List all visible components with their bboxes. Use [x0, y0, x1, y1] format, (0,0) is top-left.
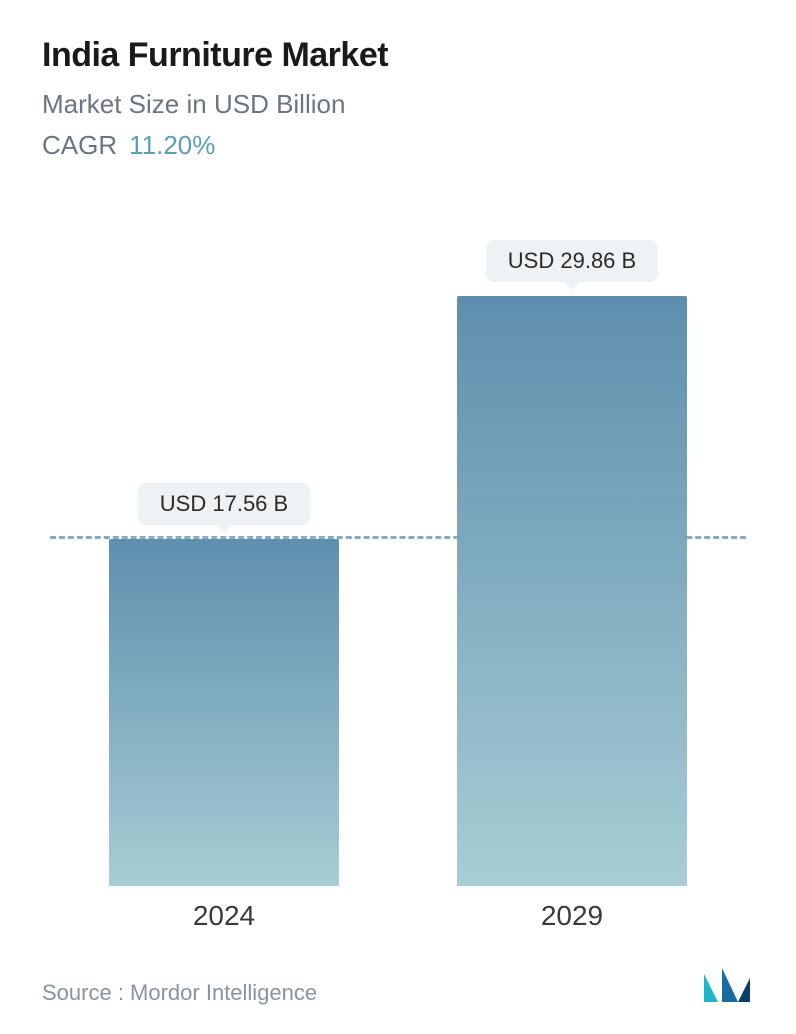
source-text: Source : Mordor Intelligence	[42, 980, 317, 1006]
logo-right-bar	[722, 968, 738, 1002]
chart-subtitle: Market Size in USD Billion	[42, 89, 754, 120]
x-axis-label: 2029	[442, 900, 702, 932]
chart-plot-area: USD 17.56 B USD 29.86 B	[50, 185, 746, 886]
chart-title: India Furniture Market	[42, 36, 754, 75]
bar-value-label: USD 29.86 B	[486, 240, 658, 282]
bar	[109, 539, 339, 886]
mordor-logo-icon	[700, 968, 754, 1006]
cagr-value: 11.20%	[129, 130, 215, 160]
logo-tri	[738, 978, 750, 1002]
cagr-label: CAGR	[42, 130, 117, 160]
logo-left-bar	[704, 974, 718, 1002]
chart-footer: Source : Mordor Intelligence	[42, 968, 754, 1006]
bar-group: USD 17.56 B	[94, 483, 354, 886]
bar-value-label: USD 17.56 B	[138, 483, 310, 525]
x-axis-label: 2024	[94, 900, 354, 932]
x-axis-labels: 2024 2029	[42, 900, 754, 932]
bars-wrapper: USD 17.56 B USD 29.86 B	[50, 185, 746, 886]
bar	[457, 296, 687, 886]
cagr-row: CAGR 11.20%	[42, 130, 754, 161]
bar-group: USD 29.86 B	[442, 240, 702, 886]
chart-container: India Furniture Market Market Size in US…	[0, 0, 796, 1034]
